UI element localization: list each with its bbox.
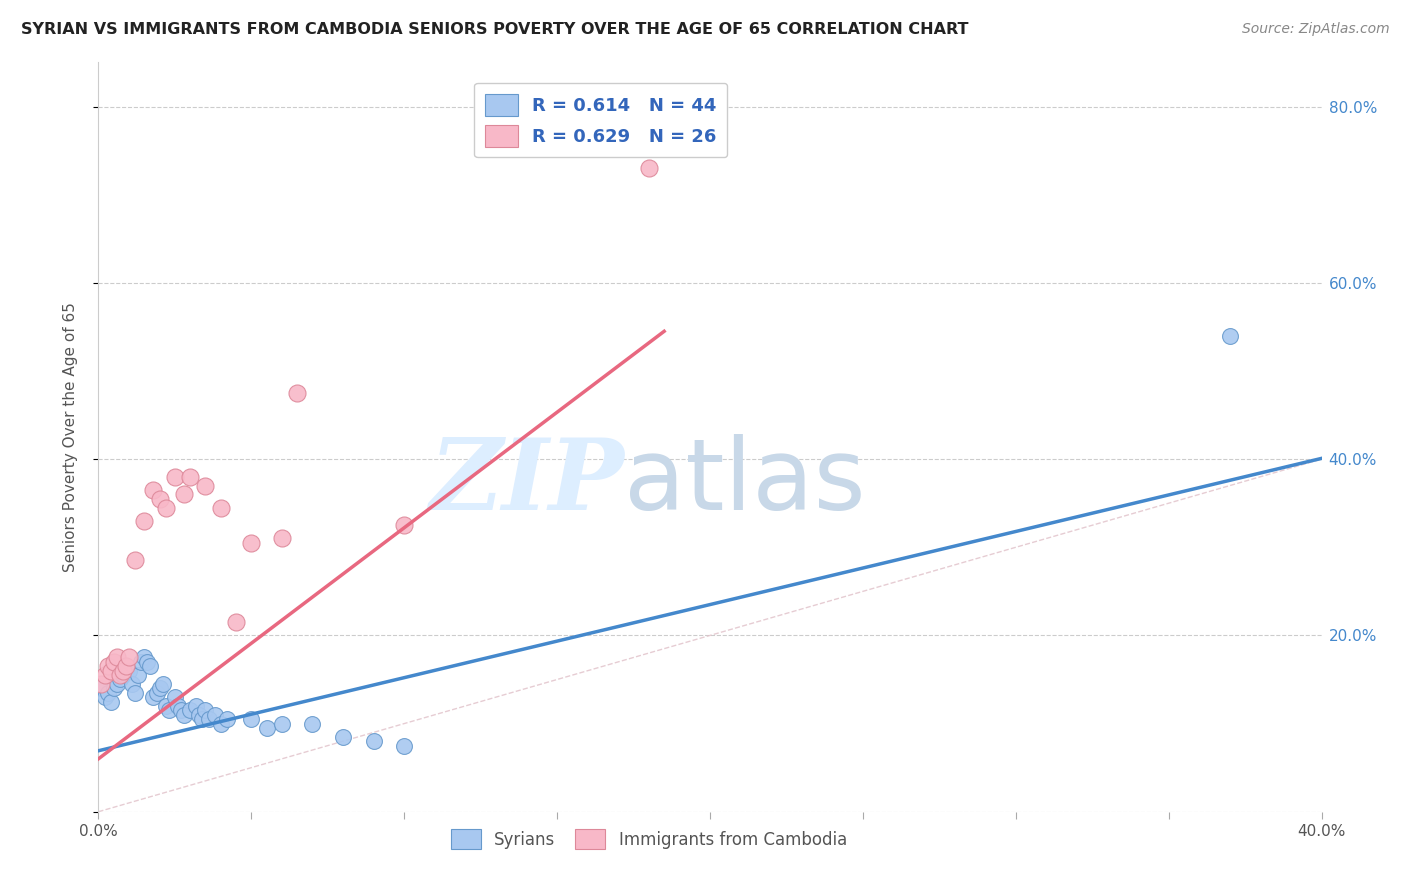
Point	[103, 681, 125, 696]
Point	[100, 664, 122, 678]
Point	[197, 712, 219, 726]
Point	[115, 659, 138, 673]
Point	[173, 487, 195, 501]
Point	[209, 500, 232, 515]
Point	[215, 712, 238, 726]
Point	[155, 500, 177, 515]
Point	[270, 716, 292, 731]
Point	[301, 716, 323, 731]
Point	[103, 655, 125, 669]
Text: atlas: atlas	[624, 434, 866, 531]
Point	[97, 686, 120, 700]
Point	[209, 716, 232, 731]
Point	[194, 478, 217, 492]
Point	[363, 734, 385, 748]
Point	[191, 712, 214, 726]
Point	[115, 664, 138, 678]
Point	[145, 686, 167, 700]
Point	[111, 664, 134, 678]
Point	[118, 650, 141, 665]
Point	[194, 703, 217, 717]
Point	[179, 469, 201, 483]
Point	[186, 698, 208, 713]
Point	[225, 615, 247, 630]
Point	[127, 668, 149, 682]
Point	[157, 703, 180, 717]
Legend: Syrians, Immigrants from Cambodia: Syrians, Immigrants from Cambodia	[444, 822, 853, 855]
Point	[149, 491, 172, 506]
Point	[1219, 328, 1241, 343]
Point	[118, 664, 141, 678]
Point	[188, 707, 211, 722]
Point	[142, 483, 165, 497]
Point	[129, 655, 152, 669]
Point	[105, 650, 128, 665]
Point	[332, 730, 354, 744]
Point	[90, 681, 112, 696]
Point	[204, 707, 226, 722]
Point	[100, 694, 122, 708]
Point	[392, 739, 416, 753]
Point	[167, 698, 190, 713]
Point	[93, 690, 115, 705]
Point	[108, 668, 131, 682]
Point	[93, 668, 115, 682]
Point	[121, 677, 143, 691]
Point	[392, 518, 416, 533]
Point	[163, 690, 186, 705]
Point	[124, 686, 146, 700]
Point	[124, 553, 146, 567]
Point	[97, 659, 120, 673]
Y-axis label: Seniors Poverty Over the Age of 65: Seniors Poverty Over the Age of 65	[63, 302, 77, 572]
Point	[285, 386, 308, 401]
Point	[136, 655, 159, 669]
Point	[240, 712, 263, 726]
Point	[152, 677, 174, 691]
Point	[139, 659, 162, 673]
Point	[142, 690, 165, 705]
Point	[149, 681, 172, 696]
Point	[179, 703, 201, 717]
Point	[105, 677, 128, 691]
Point	[111, 668, 134, 682]
Point	[637, 161, 661, 176]
Point	[256, 721, 278, 735]
Point	[134, 650, 156, 665]
Point	[134, 514, 156, 528]
Text: ZIP: ZIP	[429, 434, 624, 530]
Point	[155, 698, 177, 713]
Point	[240, 536, 263, 550]
Point	[170, 703, 193, 717]
Point	[270, 532, 292, 546]
Point	[173, 707, 195, 722]
Point	[163, 469, 186, 483]
Point	[108, 673, 131, 687]
Text: SYRIAN VS IMMIGRANTS FROM CAMBODIA SENIORS POVERTY OVER THE AGE OF 65 CORRELATIO: SYRIAN VS IMMIGRANTS FROM CAMBODIA SENIO…	[21, 22, 969, 37]
Point	[90, 677, 112, 691]
Text: Source: ZipAtlas.com: Source: ZipAtlas.com	[1241, 22, 1389, 37]
